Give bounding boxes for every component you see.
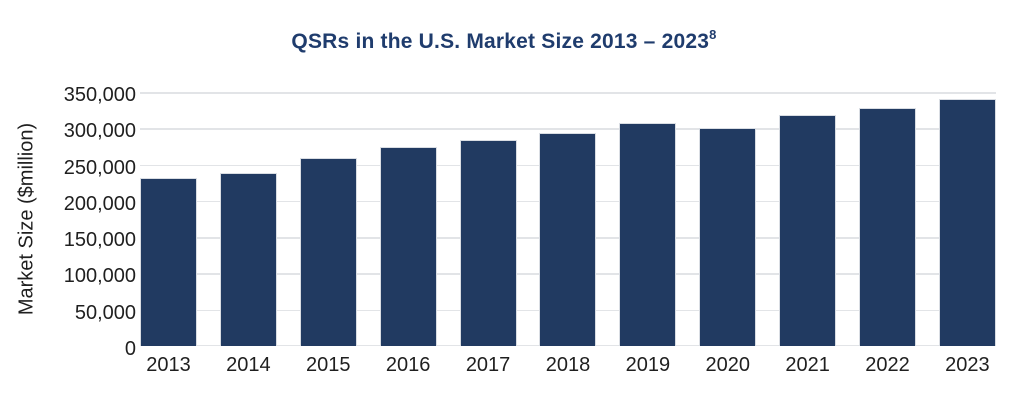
y-axis-tick-labels: 350,000 300,000 250,000 200,000 150,000 100,0…: [0, 84, 136, 360]
bar-2017: [459, 139, 517, 346]
gridline-350000: [140, 92, 996, 94]
x-tick-2019: 2019: [625, 354, 671, 376]
chart-title-footnote-marker: 8: [709, 27, 717, 42]
x-tick-2017: 2017: [465, 354, 511, 376]
y-tick-0: 0: [124, 338, 136, 360]
x-tick-2018: 2018: [545, 354, 591, 376]
chart-title: QSRs in the U.S. Market Size 2013 – 2023…: [0, 27, 1008, 54]
y-tick-150000: 150,000: [63, 229, 136, 252]
x-tick-2013: 2013: [146, 354, 191, 376]
x-tick-2023: 2023: [945, 354, 990, 376]
x-tick-2022: 2022: [865, 354, 910, 376]
bar-2020: [699, 128, 757, 346]
x-tick-2015: 2015: [306, 354, 351, 376]
y-tick-350000: 350,000: [63, 84, 136, 106]
y-tick-250000: 250,000: [63, 156, 136, 179]
bar-2021: [779, 114, 837, 346]
bars-row: [140, 92, 996, 346]
y-tick-300000: 300,000: [63, 120, 136, 143]
x-tick-2021: 2021: [785, 354, 830, 376]
bar-2018: [539, 132, 597, 346]
bar-2022: [859, 108, 917, 346]
x-tick-2014: 2014: [226, 354, 271, 376]
x-tick-2020: 2020: [705, 354, 750, 376]
bar-2019: [619, 122, 677, 346]
x-axis-tick-labels: 2013 2014 2015 2016 2017 2018 2019 2020 2021 2022…: [140, 353, 996, 377]
plot-area: [140, 92, 996, 346]
bar-2023: [938, 99, 996, 346]
bar-2016: [379, 147, 437, 346]
y-tick-50000: 50,000: [74, 301, 136, 324]
bar-2015: [299, 158, 357, 346]
bar-2013: [140, 178, 197, 346]
y-tick-100000: 100,000: [63, 265, 136, 288]
gridline-300000: [140, 128, 996, 130]
bar-2014: [219, 172, 277, 346]
y-tick-200000: 200,000: [63, 192, 136, 215]
chart-title-text: QSRs in the U.S. Market Size 2013 – 2023: [291, 30, 710, 53]
x-tick-2016: 2016: [385, 354, 431, 376]
